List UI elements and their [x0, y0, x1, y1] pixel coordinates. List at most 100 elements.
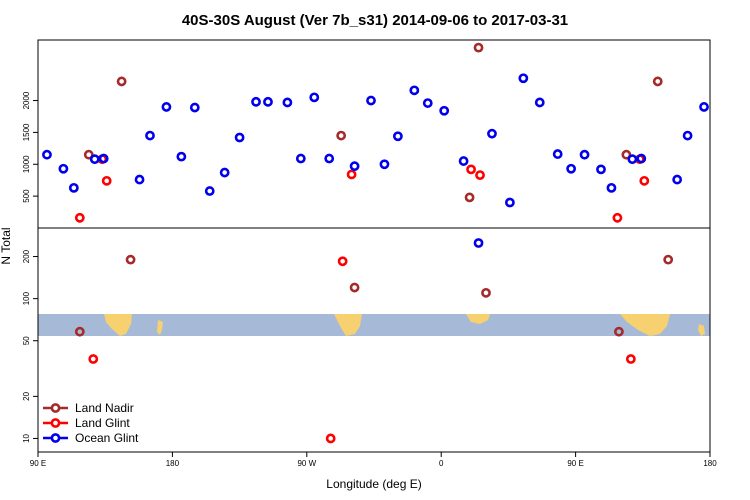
land-nadir-point [614, 326, 624, 337]
y-tick-label: 200 [22, 249, 31, 263]
ocean-glint-point [682, 130, 693, 141]
ocean-glint-point [251, 96, 261, 107]
ocean-glint-point [89, 154, 100, 165]
land-nadir-point [621, 149, 632, 160]
land-glint-point [625, 354, 636, 364]
y-axis-lower: 10 20 50 100 200 [22, 249, 38, 443]
ocean-glint-point [295, 153, 306, 164]
x-axis-label: Longitude (deg E) [326, 477, 421, 491]
data-points [42, 42, 709, 444]
x-tick-label: 90 W [297, 459, 316, 468]
ocean-glint-point [379, 159, 390, 170]
legend-label-ocean-glint: Ocean Glint [75, 431, 139, 445]
ocean-glint-point [98, 153, 109, 164]
land-nadir-point [125, 254, 136, 265]
y-tick-label: 1500 [22, 123, 31, 141]
ocean-glint-point [134, 174, 145, 185]
ocean-glint-point [566, 163, 577, 174]
y-tick-label: 100 [22, 291, 31, 305]
land-glint-point [337, 256, 348, 267]
ocean-glint-point [324, 153, 335, 164]
y-tick-label: 10 [22, 433, 31, 442]
land-nadir-point [83, 149, 94, 160]
land-glint-point [612, 212, 623, 223]
x-tick-label: 90 E [567, 459, 583, 468]
x-tick-label: 180 [703, 459, 717, 468]
ocean-glint-point [439, 105, 450, 116]
legend-marker-land-glint [50, 418, 61, 428]
land-glint-point [639, 175, 650, 186]
ocean-glint-point [518, 73, 529, 84]
ocean-glint-point [204, 186, 215, 196]
ocean-glint-point [552, 149, 563, 159]
land-glint-point [346, 169, 357, 180]
land-nadir-point [652, 76, 663, 87]
ocean-glint-point [219, 167, 230, 178]
ocean-glint-point [366, 95, 376, 106]
ocean-glint-point [504, 197, 515, 208]
legend-marker-ocean-glint [50, 433, 61, 443]
land-southern-africa [466, 314, 490, 324]
x-axis: 90 E 180 90 W 0 90 E 180 [30, 452, 717, 468]
land-nadir-point [473, 42, 484, 53]
land-nadir-point [481, 287, 491, 298]
legend-label-land-nadir: Land Nadir [75, 401, 134, 415]
ocean-glint-point [68, 182, 79, 193]
ocean-glint-point [282, 97, 293, 108]
land-glint-point [466, 164, 476, 175]
x-tick-label: 90 E [30, 459, 46, 468]
ocean-glint-point [422, 98, 433, 108]
ocean-glint-point [672, 174, 683, 185]
land-glint-point [325, 433, 336, 444]
ocean-glint-point [189, 102, 200, 113]
land-nadir-point [349, 282, 360, 293]
y-tick-label: 2000 [22, 91, 31, 109]
ocean-glint-point [606, 182, 617, 193]
basemap-strip [38, 314, 710, 336]
ocean-glint-point [176, 151, 187, 162]
ocean-glint-point [596, 164, 606, 175]
ocean-glint-point [534, 97, 545, 108]
ocean-glint-point [234, 132, 245, 143]
ocean-glint-point [627, 154, 638, 165]
ocean-glint-point [392, 131, 403, 142]
ocean-glint-point [309, 92, 320, 103]
land-glint-point [475, 170, 485, 181]
x-tick-label: 180 [166, 459, 180, 468]
land-nadir-point [336, 130, 347, 141]
y-axis-label: N Total [0, 227, 13, 264]
ocean-glint-point [699, 102, 709, 112]
ocean-glint-point [409, 85, 420, 96]
land-australia-east [620, 314, 670, 336]
y-axis-upper: 500 1000 1500 2000 [22, 91, 38, 203]
land-nadir-point [116, 76, 127, 87]
land-glint-point [101, 175, 112, 186]
land-new-zealand-east [698, 324, 705, 336]
land-nadir-point [464, 192, 475, 203]
ocean-glint-point [58, 163, 69, 174]
ocean-glint-point [145, 130, 155, 141]
y-tick-label: 20 [22, 391, 31, 400]
ocean-glint-point [487, 128, 497, 139]
land-glint-point [74, 212, 85, 223]
legend-label-land-glint: Land Glint [75, 416, 130, 430]
y-tick-label: 500 [22, 189, 31, 203]
y-tick-label: 1000 [22, 155, 31, 173]
ocean-glint-point [636, 153, 647, 164]
land-australia-west [104, 314, 132, 336]
land-south-america [334, 314, 362, 336]
land-glint-point [88, 354, 99, 364]
land-nadir-point [663, 254, 674, 265]
ocean-glint-point [161, 102, 172, 112]
plot-frame [37, 39, 711, 453]
y-tick-label: 50 [22, 336, 31, 345]
ocean-glint-point [263, 96, 273, 107]
ocean-glint-point [42, 149, 52, 160]
land-nadir-point [74, 326, 85, 337]
x-tick-label: 0 [439, 459, 444, 468]
ocean-glint-point [473, 238, 484, 248]
ocean-glint-point [458, 156, 469, 166]
legend-marker-land-nadir [50, 403, 61, 413]
